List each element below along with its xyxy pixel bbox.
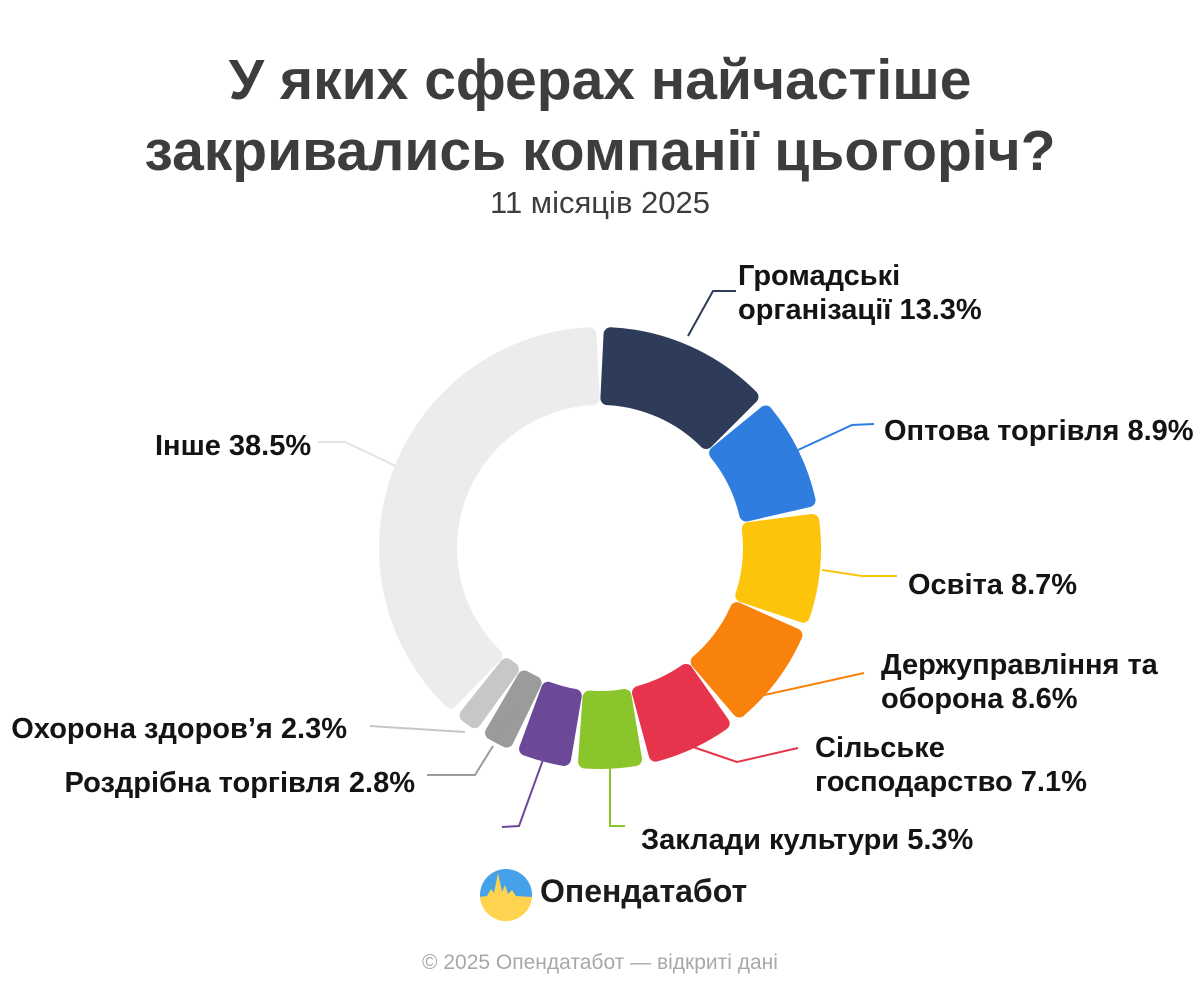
chart-title-line2: закривались компанії цьогоріч?	[144, 119, 1056, 183]
donut-segment-okhorona	[459, 658, 519, 729]
leader-line-zaklady	[609, 762, 625, 827]
label-derzhupravlinnia: Держуправління та оборона 8.6%	[881, 649, 1158, 715]
label-inshe: Інше 38.5%	[155, 430, 312, 462]
label-silske: Сільське господарство 7.1%	[815, 732, 1087, 798]
footer-copyright: © 2025 Опендатабот — відкриті дані	[422, 951, 778, 974]
donut-segment-hromadski	[600, 327, 759, 450]
donut-segment-silske	[632, 663, 730, 762]
label-rozdribna: Роздрібна торгівля 2.8%	[64, 767, 416, 799]
chart-subtitle: 11 місяців 2025	[490, 185, 710, 220]
leader-line-hromadski	[687, 290, 736, 337]
donut-segment-derzhupravlinnia	[690, 602, 803, 718]
donut-segment-osvita	[735, 513, 821, 623]
leader-line-unlabeled	[501, 756, 545, 828]
donut-segment-zaklady	[578, 688, 642, 769]
label-okhorona: Охорона здоров’я 2.3%	[11, 713, 347, 745]
opendatabot-pulse-icon	[480, 869, 532, 921]
label-optova: Оптова торгівля 8.9%	[884, 415, 1194, 447]
leader-line-osvita	[821, 569, 897, 577]
donut-segment-unlabeled	[519, 681, 582, 766]
chart-title-line1: У яких сферах найчастіше	[228, 48, 972, 112]
leader-line-okhorona	[369, 725, 466, 733]
opendatabot-logo-text: Опендатабот	[540, 873, 748, 909]
label-hromadski: Громадські організації 13.3%	[738, 260, 982, 326]
leader-line-derzhupravlinnia	[754, 672, 865, 698]
donut-segment-optova	[709, 405, 816, 522]
leader-line-silske	[692, 746, 799, 764]
donut-segment-inshe	[379, 327, 600, 709]
label-osvita: Освіта 8.7%	[908, 569, 1078, 601]
leader-line-rozdribna	[427, 745, 494, 776]
leader-line-optova	[797, 423, 875, 451]
label-zaklady: Заклади культури 5.3%	[641, 824, 974, 856]
leader-line-inshe	[318, 441, 399, 468]
donut-segment-rozdribna	[485, 670, 542, 748]
